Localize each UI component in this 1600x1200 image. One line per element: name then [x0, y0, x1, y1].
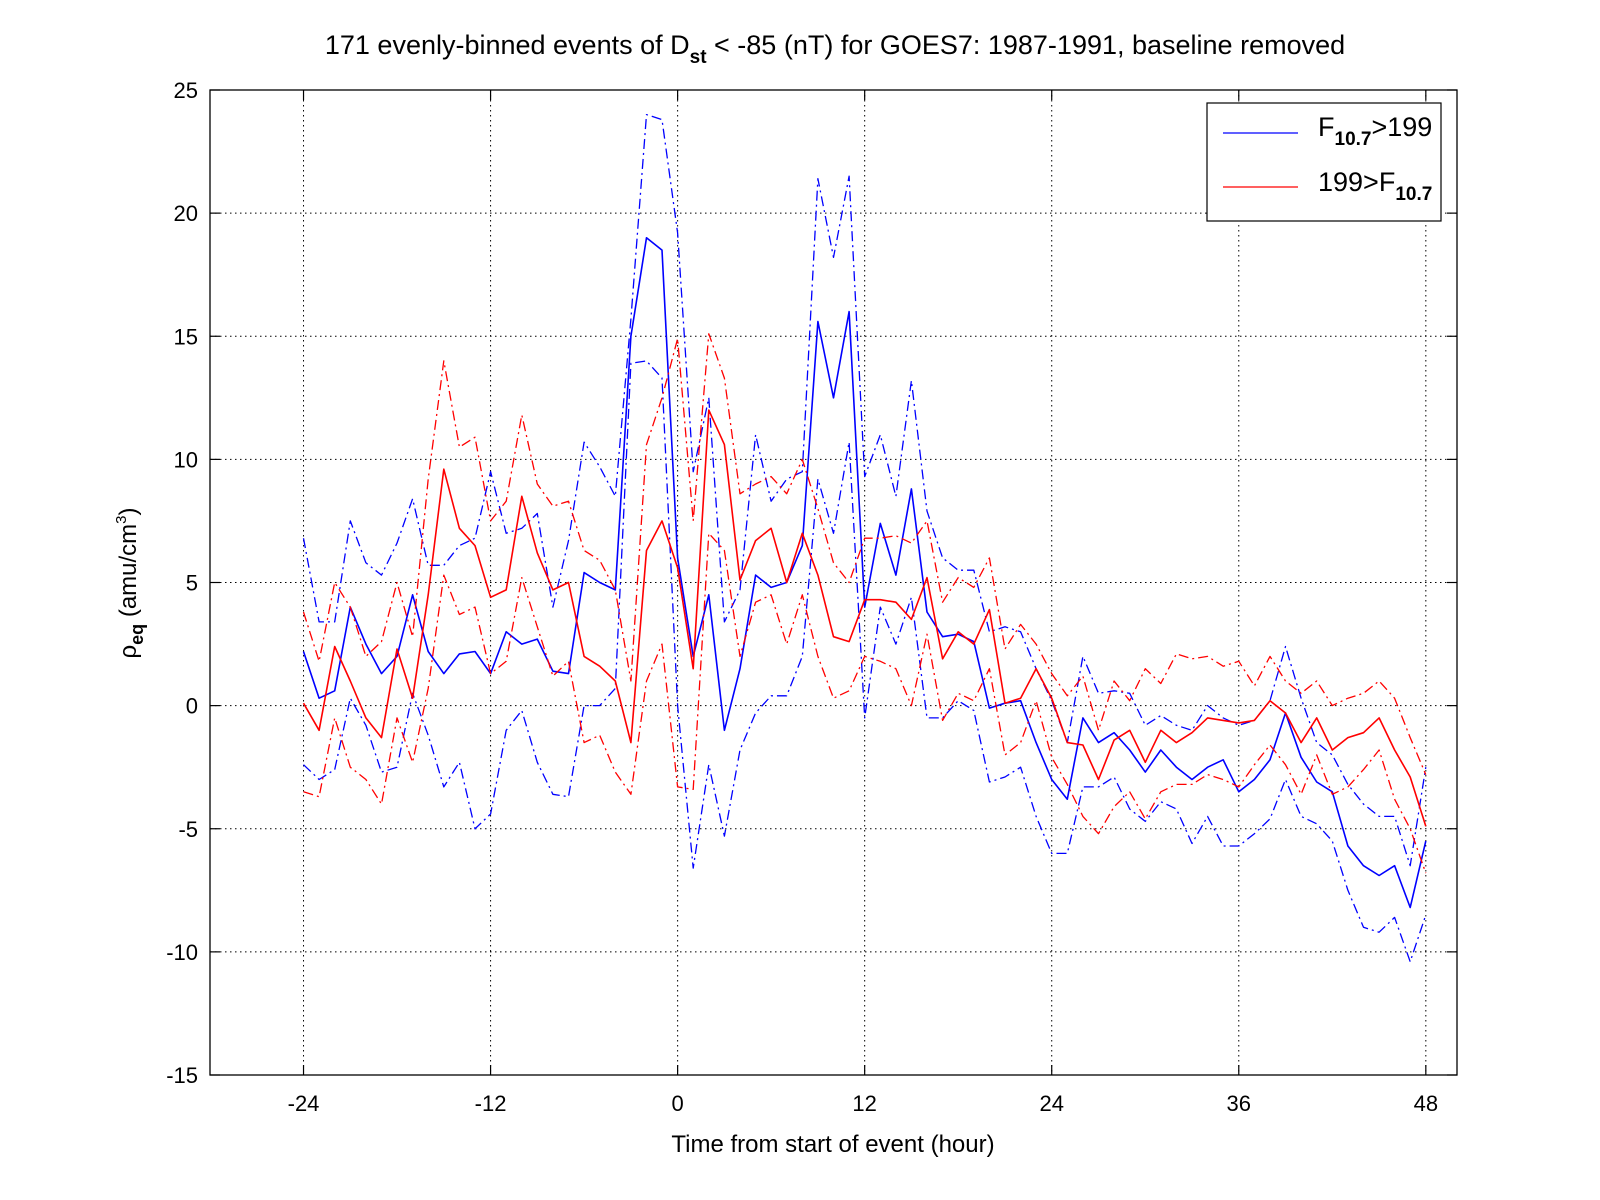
series-line-5 [303, 532, 1427, 874]
title-subscript: st [690, 47, 708, 68]
x-tick-label: -12 [475, 1091, 507, 1116]
series-line-1 [302, 113, 1427, 867]
y-axis-label: ρeq (amu/cm3) [113, 507, 147, 658]
x-tick-label: 36 [1227, 1091, 1251, 1116]
x-axis-label: Time from start of event (hour) [671, 1131, 994, 1158]
y-tick-label: 20 [174, 201, 198, 226]
y-tick-label: 15 [174, 324, 198, 349]
y-label-unit: (amu/cm [115, 524, 142, 624]
x-tick-label: -24 [288, 1091, 320, 1116]
legend-label-high-flux: F10.7>199 [1318, 112, 1432, 150]
y-tick-label: -15 [166, 1063, 198, 1088]
x-tick-label: 0 [672, 1091, 684, 1116]
chart-title: 171 evenly-binned events of Dst < -85 (n… [325, 30, 1345, 68]
y-tick-labels: -15 -10 -5 0 5 10 15 20 25 [166, 78, 198, 1088]
series-line-2 [303, 360, 1427, 963]
y-tick-label: -10 [166, 940, 198, 965]
title-part1: 171 evenly-binned events of D [325, 30, 690, 60]
y-label-subscript: eq [127, 624, 147, 645]
legend: F10.7>199 199>F10.7 [1206, 102, 1442, 222]
x-tick-labels: -24 -12 0 12 24 36 48 [288, 1091, 1438, 1116]
x-tick-label: 12 [852, 1091, 876, 1116]
grid [210, 90, 1457, 1075]
legend-label-low-flux: 199>F10.7 [1318, 167, 1432, 205]
y-tick-label: 0 [186, 694, 198, 719]
legend-box [1206, 102, 1442, 222]
x-tick-label: 24 [1039, 1091, 1063, 1116]
y-label-symbol: ρ [115, 645, 142, 659]
series-layer [302, 113, 1427, 963]
y-tick-label: 10 [174, 447, 198, 472]
y-label-superscript: 3 [113, 515, 130, 523]
y-label-close: ) [115, 507, 142, 515]
series-line-3 [302, 409, 1427, 827]
y-tick-label: 25 [174, 78, 198, 103]
x-tick-label: 48 [1414, 1091, 1438, 1116]
ticks [210, 89, 1457, 1076]
y-tick-label: 5 [186, 571, 198, 596]
y-tick-label: -5 [178, 817, 198, 842]
series-line-4 [302, 333, 1427, 775]
title-part2: < -85 (nT) for GOES7: 1987-1991, baselin… [707, 30, 1346, 60]
